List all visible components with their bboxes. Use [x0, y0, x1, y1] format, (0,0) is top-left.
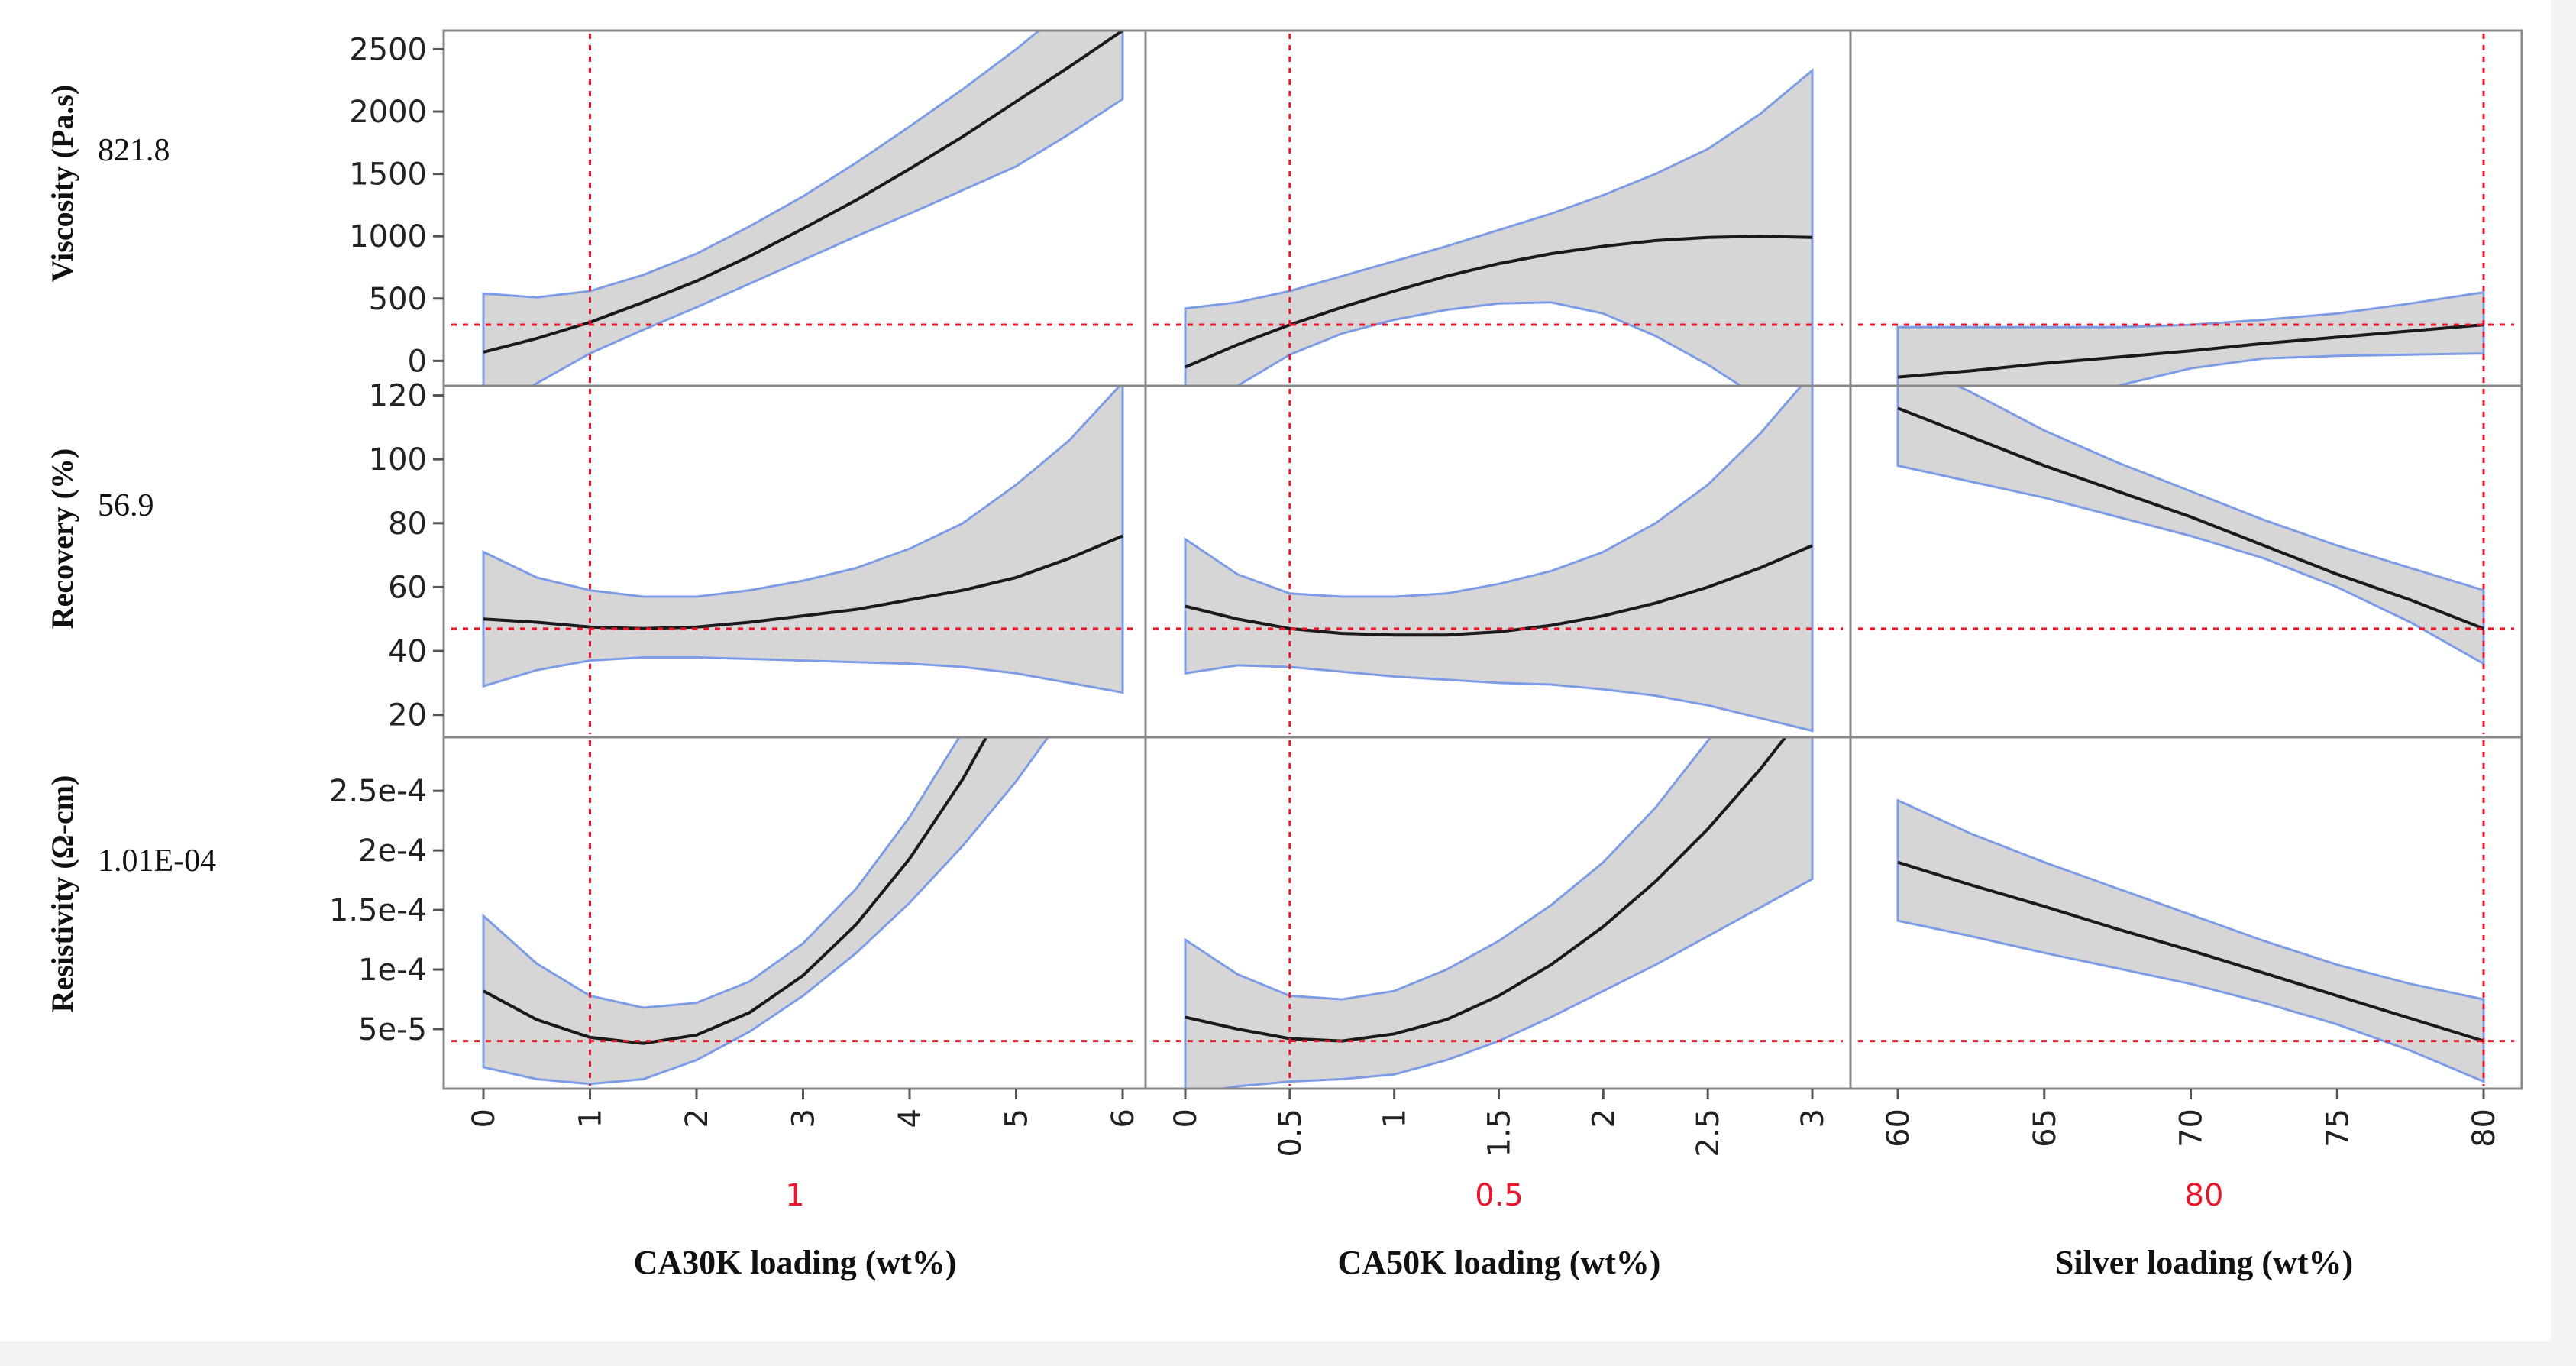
resistivity-current-value: 1.01E-04 — [98, 843, 216, 879]
panel-frame — [442, 29, 2523, 1090]
confidence-band — [1896, 798, 2485, 1083]
x-tick-label: 2 — [1586, 1109, 1621, 1128]
x-tick-label: 1.5 — [1482, 1109, 1517, 1157]
x-tick-label: 75 — [2320, 1109, 2355, 1148]
confidence-band — [1184, 386, 1814, 733]
x-tick-label: 0 — [1168, 1109, 1204, 1128]
prediction-curve — [1897, 406, 2484, 630]
x-tick-label: 3 — [1795, 1109, 1831, 1128]
confidence-band — [482, 386, 1124, 694]
x-tick-label: 1 — [1378, 1109, 1413, 1128]
x-tick-label: 4 — [893, 1109, 928, 1128]
x-tick-label: 0.5 — [1273, 1109, 1308, 1157]
prediction-curve — [483, 534, 1123, 630]
y-tick-label: 1e-4 — [358, 953, 427, 988]
y-tick-label: 100 — [369, 442, 427, 477]
ca30k-current-setting[interactable]: 1 — [785, 1178, 804, 1213]
panel-viscosity-pa-s-vs-ca50k-loading-wt — [1146, 31, 1850, 386]
y-tick-label: 5e-5 — [358, 1012, 427, 1047]
x-tick-label: 1 — [574, 1109, 609, 1128]
y-tick-label: 80 — [388, 507, 427, 542]
x-tick-label: 5 — [1000, 1109, 1035, 1128]
panel-viscosity-pa-s-vs-silver-loading-wt — [1850, 31, 2522, 386]
panel-recovery-vs-ca30k-loading-wt — [444, 386, 1146, 737]
x-tick-label: 60 — [1881, 1109, 1916, 1148]
y-tick-label: 1.5e-4 — [329, 893, 427, 928]
confidence-band — [482, 737, 1049, 1086]
y-tick-label: 2e-4 — [358, 834, 427, 869]
x-tick-label: 0 — [467, 1109, 502, 1128]
y-label-resistivity: Resistivity (Ω-cm) — [45, 775, 79, 1013]
x-tick-label: 80 — [2467, 1109, 2502, 1148]
prediction-curve — [1897, 860, 2484, 1043]
y-tick-label: 60 — [388, 570, 427, 605]
y-tick-label: 2500 — [349, 32, 427, 67]
panel-resistivity-cm-vs-ca30k-loading-wt — [444, 737, 1146, 1089]
y-tick-label: 40 — [388, 634, 427, 669]
x-tick-label: 2.5 — [1691, 1109, 1726, 1157]
y-tick-label: 2000 — [349, 95, 427, 130]
x-tick-label: 2 — [680, 1109, 715, 1128]
x-label-silver: Silver loading (wt%) — [2055, 1244, 2353, 1281]
y-tick-label: 120 — [369, 379, 427, 414]
y-tick-label: 20 — [388, 698, 427, 733]
confidence-band — [1896, 386, 2485, 666]
panel-viscosity-pa-s-vs-ca30k-loading-wt — [444, 31, 1146, 386]
panel-recovery-vs-ca50k-loading-wt — [1146, 386, 1850, 737]
x-tick-label: 70 — [2174, 1109, 2209, 1148]
background-strip — [0, 1341, 2576, 1366]
x-tick-label: 6 — [1106, 1109, 1141, 1128]
silver-current-setting[interactable]: 80 — [2185, 1178, 2224, 1213]
panel-recovery-vs-silver-loading-wt — [1850, 386, 2522, 737]
x-label-ca30k: CA30K loading (wt%) — [634, 1244, 957, 1281]
background-strip-right — [2551, 0, 2576, 1366]
x-label-ca50k: CA50K loading (wt%) — [1338, 1244, 1661, 1281]
panel-grid: 05001000150020002500204060801001205e-51e… — [329, 29, 2523, 1157]
x-tick-label: 3 — [787, 1109, 822, 1128]
confidence-band — [1184, 737, 1814, 1089]
viscosity-current-value: 821.8 — [98, 133, 170, 168]
prediction-curve — [483, 737, 988, 1045]
confidence-band — [482, 31, 1124, 386]
y-tick-label: 500 — [369, 282, 427, 317]
ca50k-current-setting[interactable]: 0.5 — [1475, 1178, 1524, 1213]
panel-resistivity-cm-vs-ca50k-loading-wt — [1146, 737, 1850, 1089]
y-tick-label: 1500 — [349, 157, 427, 193]
y-label-viscosity: Viscosity (Pa.s) — [45, 85, 79, 282]
prediction-curve — [1185, 544, 1813, 637]
y-tick-label: 1000 — [349, 219, 427, 254]
y-tick-label: 0 — [408, 344, 427, 379]
x-tick-label: 65 — [2028, 1109, 2063, 1148]
y-label-recovery: Recovery (%) — [45, 448, 79, 630]
panel-resistivity-cm-vs-silver-loading-wt — [1850, 737, 2522, 1089]
y-tick-label: 2.5e-4 — [329, 774, 427, 809]
prediction-curve — [1897, 323, 2484, 379]
recovery-current-value: 56.9 — [98, 488, 154, 523]
